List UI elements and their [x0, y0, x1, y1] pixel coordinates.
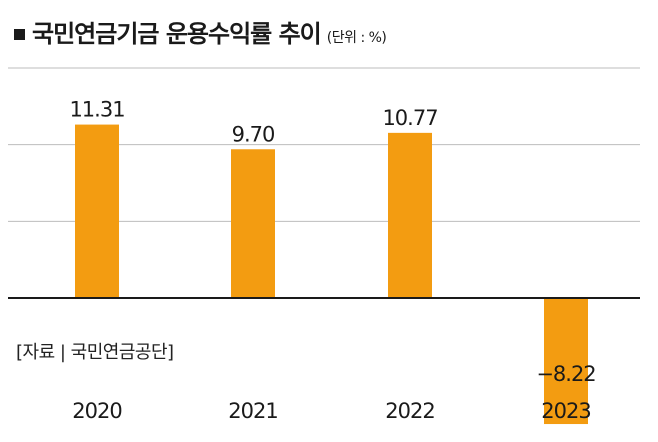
x-tick-label-2021: 2021 — [228, 399, 277, 423]
source-note: [자료 | 국민연금공단] — [16, 342, 174, 363]
bar-2020 — [75, 124, 119, 298]
value-label-2020: 11.31 — [69, 98, 124, 122]
title-bullet-icon — [14, 29, 25, 40]
value-label-2022: 10.77 — [382, 106, 437, 130]
bar-2023 — [544, 298, 588, 425]
bar-2022 — [388, 132, 432, 298]
bar-2021 — [231, 149, 275, 298]
chart-title-group: 국민연금기금 운용수익률 추이 (단위 : %) — [14, 14, 387, 49]
x-tick-label-2020: 2020 — [72, 399, 121, 423]
chart-title: 국민연금기금 운용수익률 추이 — [32, 20, 322, 48]
x-tick-label-2022: 2022 — [385, 399, 434, 423]
value-label-2023: −8.22 — [536, 362, 595, 386]
chart-unit: (단위 : %) — [326, 30, 387, 46]
x-tick-label-2023: 2023 — [541, 399, 590, 423]
value-label-2021: 9.70 — [232, 122, 275, 146]
